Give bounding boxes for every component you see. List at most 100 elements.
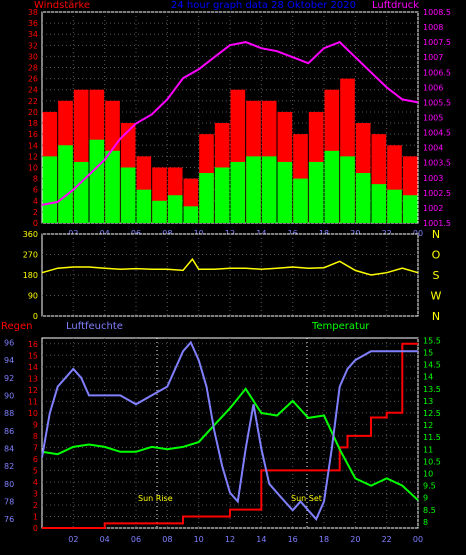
- humidity-line: [41, 340, 418, 522]
- rain-tick-label: 4: [33, 478, 38, 487]
- wind-speed-bar: [387, 189, 402, 223]
- time-tick-label: 20: [350, 535, 360, 544]
- wind-speed-bar: [340, 156, 355, 223]
- pressure-tick-label: 1001.5: [423, 219, 451, 228]
- wind-panel-frame: [41, 11, 419, 224]
- temperature-tick-label: 14.5: [423, 361, 441, 370]
- temperature-tick-label: 11.5: [423, 433, 441, 442]
- rain-line: [42, 342, 418, 529]
- wind-speed-bar: [120, 167, 136, 223]
- compass-label: N: [432, 310, 440, 323]
- humidity-tick-label: 84: [4, 444, 14, 453]
- wind-title: Windstärke: [34, 0, 91, 11]
- lower-panel-ticks: 7678808284868890929496012345678910111213…: [4, 336, 441, 544]
- humidity-tick-label: 92: [4, 374, 14, 383]
- pressure-tick-label: 1004.5: [423, 129, 451, 138]
- temperature-tick-label: 13: [423, 397, 433, 406]
- temperature-tick-label: 8.5: [423, 506, 436, 515]
- wind-speed-bar: [183, 206, 199, 223]
- rain-tick-label: 14: [28, 363, 38, 372]
- rain-tick-label: 1: [33, 512, 38, 521]
- wind-speed-bar: [308, 161, 324, 223]
- direction-tick-label: 90: [28, 292, 38, 301]
- time-tick-label: 00: [413, 535, 423, 544]
- direction-panel-ticks: 0 N 90 W 180 S 270 O 360 N: [23, 228, 442, 323]
- wind-tick-label: 28: [28, 64, 38, 73]
- temperature-tick-label: 9: [423, 494, 428, 503]
- rain-tick-label: 15: [28, 351, 38, 360]
- wind-tick-label: 12: [28, 152, 38, 161]
- wind-speed-bar: [58, 145, 73, 223]
- wind-tick-label: 30: [28, 52, 38, 61]
- direction-tick-label: 180: [23, 271, 38, 280]
- direction-tick-label: 360: [23, 230, 38, 239]
- rain-title: Regen: [1, 321, 33, 332]
- rain-tick-label: 12: [28, 386, 38, 395]
- rain-tick-label: 0: [33, 524, 38, 533]
- date-title: 24 hour graph data 28 Oktober 2020: [171, 0, 356, 11]
- wind-tick-label: 32: [28, 41, 38, 50]
- temperature-tick-label: 15.5: [423, 336, 441, 345]
- pressure-line: [41, 40, 419, 206]
- temperature-tick-label: 11: [423, 445, 433, 454]
- rain-tick-label: 9: [33, 420, 38, 429]
- direction-panel-grid: [42, 233, 419, 317]
- wind-speed-bar: [214, 167, 230, 223]
- humidity-title: Luftfeuchte: [66, 321, 123, 332]
- wind-speed-bar: [355, 173, 371, 223]
- rain-humidity-temp-panel: 7678808284868890929496012345678910111213…: [4, 336, 441, 544]
- wind-speed-bar: [136, 189, 152, 223]
- wind-speed-bar: [105, 150, 120, 223]
- temperature-tick-label: 14: [423, 373, 433, 382]
- lower-panel-frame: [41, 337, 419, 529]
- humidity-tick-label: 90: [4, 391, 14, 400]
- time-tick-label: 06: [131, 535, 141, 544]
- temperature-tick-label: 15: [423, 349, 433, 358]
- humidity-tick-label: 94: [4, 356, 14, 365]
- wind-tick-label: 10: [28, 163, 38, 172]
- pressure-tick-label: 1008.5: [423, 8, 451, 17]
- wind-tick-label: 36: [28, 19, 38, 28]
- time-tick-label: 02: [68, 535, 78, 544]
- pressure-tick-label: 1007: [423, 53, 443, 62]
- pressure-tick-label: 1002: [423, 204, 443, 213]
- time-tick-label: 10: [194, 535, 204, 544]
- humidity-tick-label: 82: [4, 462, 14, 471]
- wind-speed-bar: [293, 178, 308, 223]
- rain-tick-label: 13: [28, 374, 38, 383]
- wind-tick-label: 6: [33, 186, 38, 195]
- wind-tick-label: 24: [28, 86, 38, 95]
- time-tick-label: 08: [162, 535, 172, 544]
- wind-speed-bar: [246, 156, 261, 223]
- time-tick-label: 14: [256, 535, 266, 544]
- pressure-tick-label: 1005.5: [423, 98, 451, 107]
- temperature-tick-label: 13.5: [423, 385, 441, 394]
- rain-tick-label: 16: [28, 340, 38, 349]
- humidity-tick-label: 76: [4, 515, 14, 524]
- wind-pressure-panel: 024681012141618202224262830323436381001.…: [28, 8, 451, 238]
- wind-tick-label: 22: [28, 97, 38, 106]
- temperature-tick-label: 10: [423, 470, 433, 479]
- wind-tick-label: 2: [33, 208, 38, 217]
- pressure-tick-label: 1006: [423, 83, 443, 92]
- humidity-tick-label: 96: [4, 338, 14, 347]
- wind-speed-bar: [230, 161, 246, 223]
- temperature-tick-label: 9.5: [423, 482, 436, 491]
- wind-speed-bars: [42, 139, 418, 223]
- pressure-tick-label: 1007.5: [423, 38, 451, 47]
- wind-tick-label: 0: [33, 219, 38, 228]
- rain-tick-label: 8: [33, 432, 38, 441]
- rain-tick-label: 7: [33, 443, 38, 452]
- wind-tick-label: 4: [33, 197, 38, 206]
- wind-speed-bar: [324, 150, 340, 223]
- wind-speed-bar: [277, 161, 293, 223]
- humidity-tick-label: 80: [4, 480, 14, 489]
- rain-tick-label: 5: [33, 466, 38, 475]
- sunrise-label: Sun Rise: [138, 494, 173, 503]
- temperature-title: Temperatur: [312, 321, 370, 332]
- wind-speed-bar: [167, 195, 183, 223]
- compass-label: S: [433, 269, 440, 282]
- temperature-tick-label: 10.5: [423, 457, 441, 466]
- wind-speed-bar: [402, 195, 418, 223]
